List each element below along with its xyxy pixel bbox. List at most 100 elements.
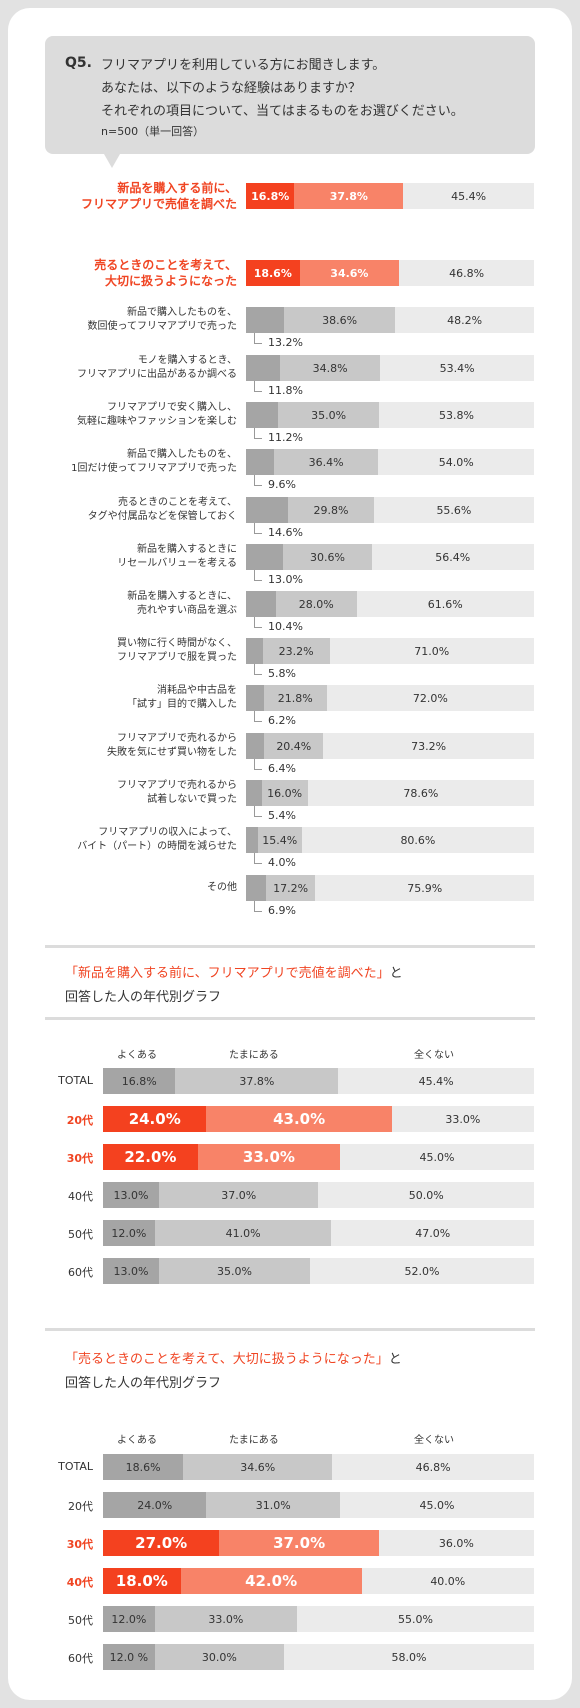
age-group-label: 60代: [68, 1266, 93, 1279]
bar-segment-often: 24.0%: [103, 1492, 207, 1518]
stacked-bar: 13.0% 35.0% 52.0%: [103, 1258, 534, 1284]
age-group-label: 50代: [68, 1228, 93, 1241]
data-label: 12.0%: [111, 1612, 147, 1626]
bar-segment-sometimes: 37.8%: [294, 183, 404, 209]
row-label-line: 失敗を気にせず買い物をした: [107, 747, 237, 758]
bar-segment-sometimes: 37.8%: [175, 1068, 339, 1094]
row-label-line: 売るときのことを考えて、: [94, 258, 237, 272]
bar-segment-often: 16.8%: [246, 183, 295, 209]
stacked-bar: 17.2% 75.9%: [246, 875, 534, 901]
stacked-bar: 18.0% 42.0% 40.0%: [103, 1568, 534, 1594]
stacked-bar: 16.8% 37.8% 45.4%: [103, 1068, 534, 1094]
bar-segment-sometimes: 35.0%: [159, 1258, 310, 1284]
age-chart-1-title: 「新品を購入する前に、フリマアプリで売値を調べた」と: [65, 962, 403, 981]
age-group-label: 20代: [68, 1500, 93, 1513]
bar-segment-sometimes: 36.4%: [273, 449, 379, 475]
bar-segment-never: 56.4%: [372, 544, 534, 570]
question-line-2: あなたは、以下のような経験はありますか？: [101, 81, 362, 96]
stacked-bar: 30.6% 56.4%: [246, 544, 534, 570]
bar-segment-sometimes: 34.6%: [183, 1454, 333, 1480]
bar-segment-sometimes: 30.6%: [283, 544, 372, 570]
row-label-line: フリマアプリで売れるから: [117, 733, 237, 744]
question-line-3: それぞれの項目について、当てはまるものをお選びください。: [101, 104, 464, 119]
data-label: 50.0%: [408, 1188, 444, 1202]
bar-segment-never: 45.4%: [403, 183, 534, 209]
data-label: 13.0%: [113, 1188, 149, 1202]
callout-line: [254, 523, 262, 534]
stacked-bar: 18.6% 34.6% 46.8%: [103, 1454, 534, 1480]
bar-segment-never: 78.6%: [308, 780, 534, 806]
bar-segment-often: 18.0%: [103, 1568, 181, 1594]
age-chart-2-title-after: と: [388, 1352, 402, 1367]
section-divider: [45, 945, 535, 948]
data-label: 21.8%: [277, 691, 313, 705]
stacked-bar: 27.0% 37.0% 36.0%: [103, 1530, 534, 1556]
data-label: 73.2%: [411, 739, 447, 753]
bar-segment-often: 22.0%: [103, 1144, 198, 1170]
age-chart-2-title: 「売るときのことを考えて、大切に扱うようになった」と: [65, 1348, 402, 1367]
data-label: 30.0%: [201, 1650, 237, 1664]
callout-label: 10.4%: [268, 620, 303, 633]
callout-line: [254, 333, 262, 344]
bar-segment-never: 55.0%: [297, 1606, 534, 1632]
row-label: 消耗品や中古品を 「試す」目的で購入した: [127, 684, 237, 712]
data-label: 52.0%: [404, 1264, 440, 1278]
bar-segment-sometimes: 33.0%: [197, 1144, 341, 1170]
bar-segment-never: 53.4%: [380, 355, 534, 381]
callout-line: [254, 664, 262, 675]
row-label-line: タグや付属品などを保管しておく: [87, 511, 237, 522]
stacked-bar: 12.0 % 30.0% 58.0%: [103, 1644, 534, 1670]
data-label: 53.8%: [439, 408, 474, 422]
stacked-bar: 38.6% 48.2%: [246, 307, 534, 333]
data-label: 80.6%: [400, 833, 436, 847]
legend-label: たまにある: [229, 1050, 279, 1061]
bar-segment-never: 40.0%: [362, 1568, 534, 1594]
row-label-line: モノを購入するとき、: [137, 355, 237, 366]
bar-segment-never: 47.0%: [331, 1220, 534, 1246]
row-label: フリマアプリで売れるから 試着しないで買った: [117, 779, 237, 807]
data-label: 58.0%: [391, 1650, 427, 1664]
row-label-line: バイト（パート）の時間を減らせた: [77, 841, 237, 852]
callout-line: [254, 759, 262, 770]
row-label-line: 売るときのことを考えて、: [118, 497, 237, 508]
bar-segment-often: [246, 355, 280, 381]
data-label: 34.6%: [240, 1460, 276, 1474]
bar-segment-never: 75.9%: [315, 875, 534, 901]
data-label: 47.0%: [415, 1226, 451, 1240]
bar-segment-often: 12.0%: [103, 1220, 155, 1246]
row-label: モノを購入するとき、フリマアプリに出品があるか調べる: [77, 354, 237, 382]
stacked-bar: 24.0% 43.0% 33.0%: [103, 1106, 534, 1132]
bar-segment-sometimes: 37.0%: [219, 1530, 379, 1556]
row-label-line: フリマアプリに出品があるか調べる: [77, 369, 237, 380]
bar-segment-sometimes: 21.8%: [263, 685, 327, 711]
data-label: 23.2%: [278, 644, 314, 658]
row-label-line: フリマアプリで安く購入し、: [107, 402, 237, 413]
callout-label: 13.2%: [268, 336, 303, 349]
bar-segment-sometimes: 37.0%: [159, 1182, 319, 1208]
row-label-line: 数回使ってフリマアプリで売った: [87, 321, 238, 332]
age-group-label: 30代: [66, 1538, 93, 1551]
bar-segment-never: 52.0%: [310, 1258, 534, 1284]
data-label: 24.0%: [128, 1110, 181, 1128]
data-label: 30.6%: [310, 550, 345, 564]
bar-segment-sometimes: 29.8%: [288, 497, 374, 523]
data-label: 18.0%: [115, 1572, 168, 1590]
data-label: 34.8%: [312, 361, 348, 375]
bar-segment-often: [246, 497, 289, 523]
stacked-bar: 34.8% 53.4%: [246, 355, 534, 381]
row-label: 新品を購入するときに、 売れやすい商品を選ぶ: [127, 590, 237, 618]
callout-line: [254, 570, 262, 581]
row-label: 新品を購入するときに リセールバリューを考える: [117, 543, 237, 571]
row-label: 新品で購入したものを、 数回使ってフリマアプリで売った: [88, 306, 238, 334]
data-label: 45.0%: [419, 1150, 455, 1164]
stacked-bar: 12.0% 41.0% 47.0%: [103, 1220, 534, 1246]
data-label: 16.8%: [251, 189, 290, 203]
bar-segment-often: [246, 591, 276, 617]
stacked-bar: 23.2% 71.0%: [246, 638, 534, 664]
row-label-line: 試着しないで買った: [147, 794, 237, 805]
card-frame: [8, 8, 572, 1700]
data-label: 34.6%: [330, 266, 369, 280]
callout-label: 6.2%: [268, 714, 296, 727]
bar-segment-sometimes: 33.0%: [154, 1606, 297, 1632]
row-label-line: 大切に扱うようになった: [104, 274, 237, 288]
